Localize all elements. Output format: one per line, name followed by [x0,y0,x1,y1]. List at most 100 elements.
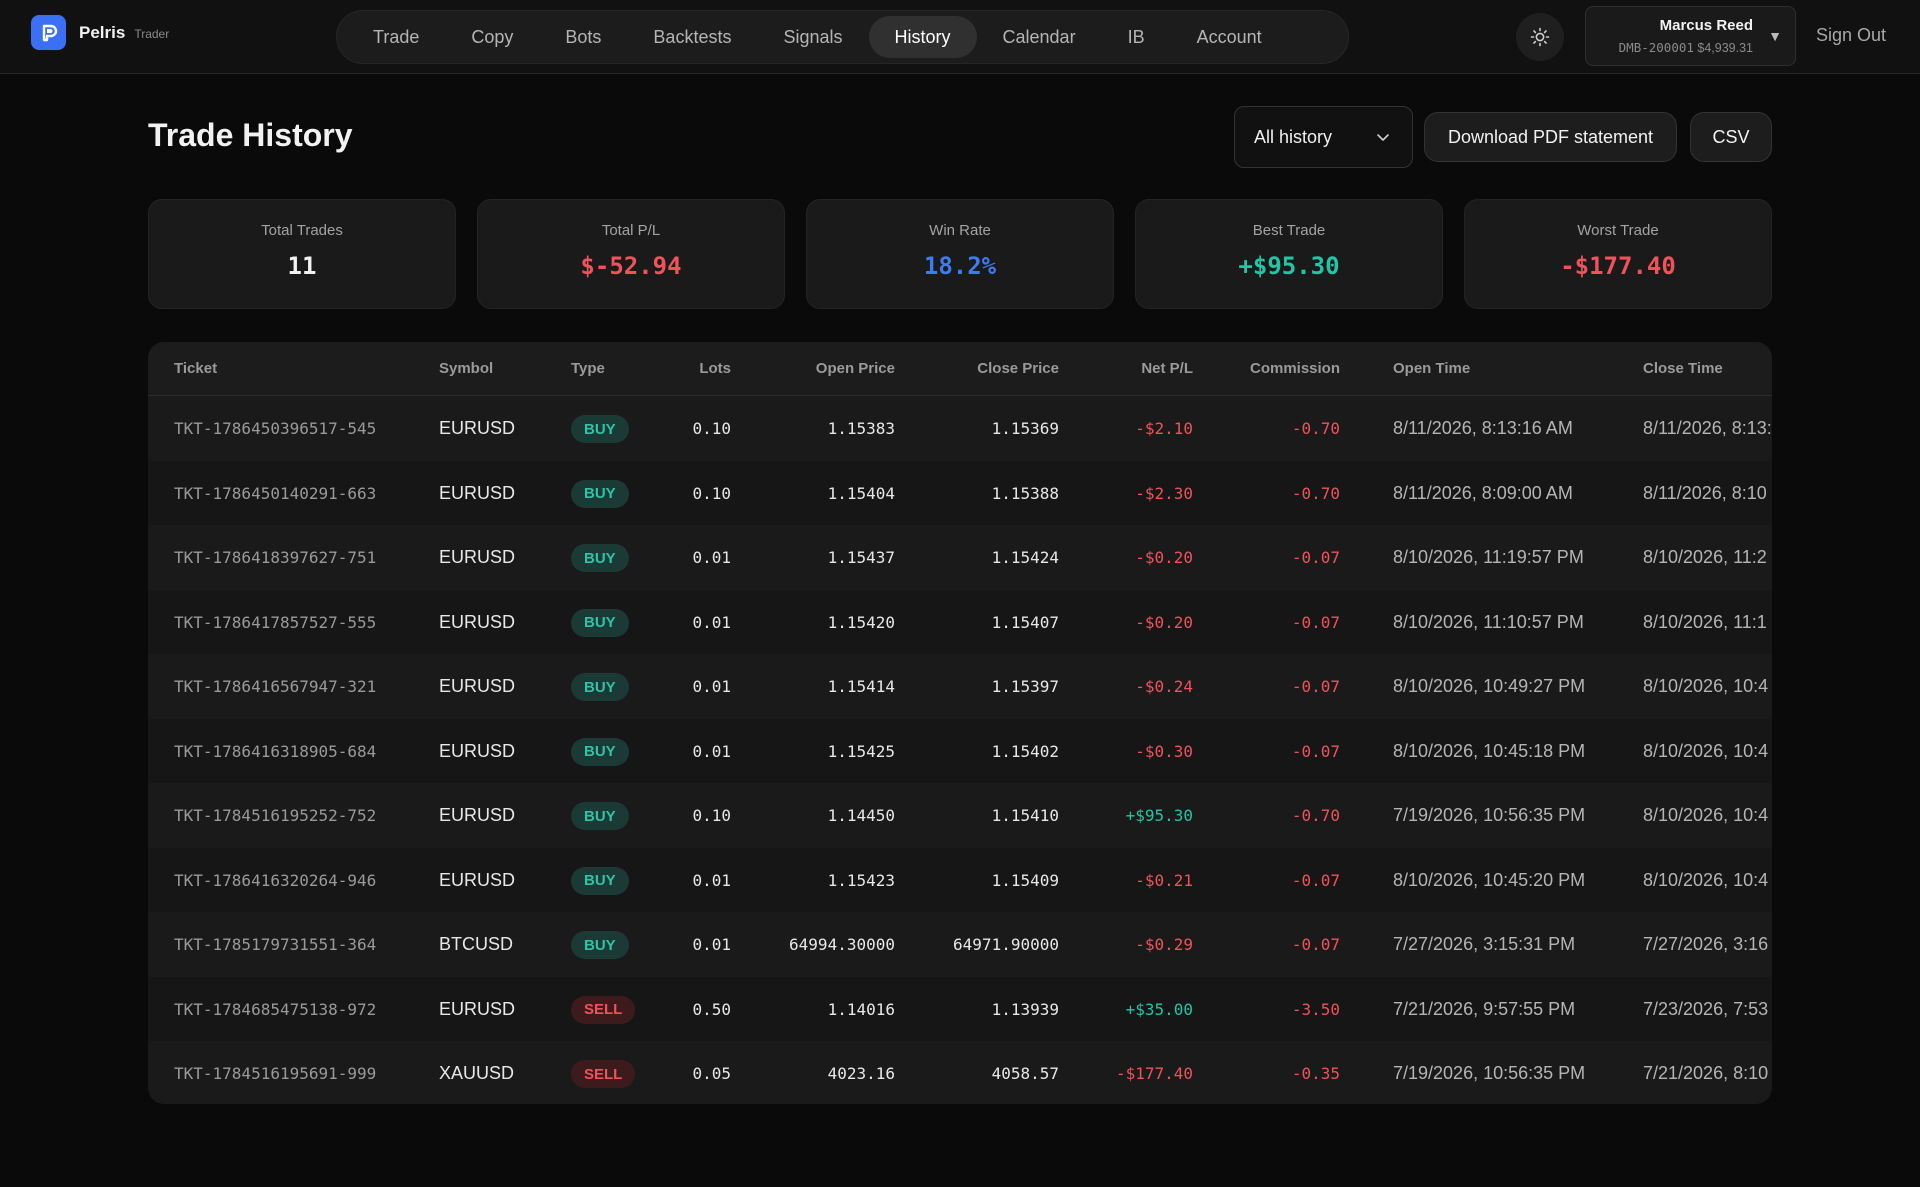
cell-ticket: TKT-1786450140291-663 [174,483,377,503]
table-row[interactable]: TKT-1784685475138-972 EURUSD SELL 0.50 1.140… [148,976,1772,1041]
cell-close-time: 8/10/2026, 10:4 [1643,740,1769,761]
table-row[interactable]: TKT-1786416320264-946 EURUSD BUY 0.01 1.1542… [148,847,1772,912]
nav-tab-signals[interactable]: Signals [783,26,843,47]
cell-close-price: 1.15402 [991,741,1059,761]
cell-open-time: 8/10/2026, 10:45:20 PM [1393,869,1586,890]
cell-open-price: 64994.30000 [789,935,895,954]
cell-symbol: EURUSD [439,418,516,438]
brand-subtitle: Trader [134,26,170,41]
nav-tab-account[interactable]: Account [1196,26,1262,47]
column-header-lots[interactable]: Lots [699,360,731,377]
column-header-open-price[interactable]: Open Price [815,360,895,377]
cell-commission: -0.07 [1291,677,1340,696]
nav-tab-copy[interactable]: Copy [471,26,514,47]
cell-lots: 0.01 [692,935,731,954]
nav-tab-bots[interactable]: Bots [565,26,602,47]
table-row[interactable]: TKT-1784516195252-752 EURUSD BUY 0.10 1.1445… [148,783,1772,848]
download-pdf-button[interactable]: Download PDF statement [1424,112,1677,162]
cell-commission: -0.70 [1291,483,1340,503]
table-row[interactable]: TKT-1786416567947-321 EURUSD BUY 0.01 1.1541… [148,654,1772,719]
column-header-open-time[interactable]: Open Time [1393,360,1471,377]
column-header-net-p-l[interactable]: Net P/L [1141,360,1193,377]
trade-type-badge: BUY [571,544,629,572]
table-row[interactable]: TKT-1786418397627-751 EURUSD BUY 0.01 1.1543… [148,525,1772,590]
stat-card: Total P/L $-52.94 [477,199,785,309]
table-row[interactable]: TKT-1786417857527-555 EURUSD BUY 0.01 1.1542… [148,589,1772,654]
cell-net-pl: +$95.30 [1125,806,1193,825]
brand[interactable]: Pelris Trader [31,15,169,50]
cell-lots: 0.50 [692,999,731,1019]
account-balance: $4,939.31 [1697,41,1753,55]
trade-type-badge: BUY [571,866,629,895]
table-row[interactable]: TKT-1784516195691-999 XAUUSD SELL 0.05 4023.… [148,1041,1772,1104]
main-nav: Trade Copy Bots Backtests Signals History Cale… [336,10,1349,64]
sign-out-link[interactable]: Sign Out [1816,25,1887,45]
cell-symbol: EURUSD [439,676,516,696]
cell-open-price: 1.14016 [827,999,895,1019]
cell-commission: -0.07 [1291,870,1340,890]
sun-icon [1530,27,1550,47]
cell-close-price: 1.15424 [991,548,1059,567]
cell-open-price: 1.15437 [827,548,895,567]
page-title: Trade History [148,117,353,153]
cell-net-pl: -$0.21 [1135,870,1193,890]
cell-ticket: TKT-1786416320264-946 [174,870,377,890]
nav-tab-calendar[interactable]: Calendar [1002,26,1076,47]
stat-label: Best Trade [1252,222,1326,239]
cell-close-time: 7/23/2026, 7:53 [1643,998,1769,1019]
cell-open-price: 1.14450 [827,806,895,825]
account-summary: DMB-200001 $4,939.31 [1619,40,1753,55]
column-header-close-time[interactable]: Close Time [1643,360,1723,377]
cell-close-price: 1.15397 [991,677,1059,696]
cell-ticket: TKT-1786416567947-321 [174,677,377,696]
account-switcher[interactable]: Marcus Reed DMB-200001 $4,939.31 ▼ [1585,6,1796,66]
column-header-commission[interactable]: Commission [1249,360,1340,377]
csv-button[interactable]: CSV [1690,112,1772,162]
cell-ticket: TKT-1786416318905-684 [174,741,377,761]
cell-commission: -0.07 [1291,935,1340,954]
cell-open-time: 7/19/2026, 10:56:35 PM [1393,1063,1586,1083]
nav-tab-backtests[interactable]: Backtests [653,26,732,47]
cell-open-time: 8/10/2026, 11:10:57 PM [1393,611,1584,632]
nav-tab-ib[interactable]: IB [1127,26,1145,47]
cell-symbol: EURUSD [439,611,516,632]
cell-close-time: 8/10/2026, 10:4 [1643,869,1769,890]
trade-type-badge: BUY [571,737,629,766]
trade-type-badge: BUY [571,673,629,701]
table-row[interactable]: TKT-1786450396517-545 EURUSD BUY 0.10 1.1538… [148,396,1772,461]
theme-toggle-button[interactable] [1516,13,1564,61]
cell-commission: -0.07 [1291,741,1340,761]
history-filter-select[interactable]: All history [1234,106,1413,168]
cell-lots: 0.01 [692,612,731,632]
cell-open-price: 4023.16 [827,1064,895,1083]
cell-commission: -3.50 [1291,999,1340,1019]
cell-open-price: 1.15404 [827,483,895,503]
cell-commission: -0.70 [1291,419,1340,438]
column-header-close-price[interactable]: Close Price [977,360,1059,377]
cell-open-time: 7/21/2026, 9:57:55 PM [1393,998,1576,1019]
table-row[interactable]: TKT-1785179731551-364 BTCUSD BUY 0.01 64994.… [148,912,1772,977]
cell-net-pl: -$0.20 [1135,612,1193,632]
column-header-type[interactable]: Type [571,360,605,377]
cell-ticket: TKT-1784516195691-999 [174,1064,377,1083]
stat-label: Win Rate [929,222,991,239]
column-header-ticket[interactable]: Ticket [174,360,218,377]
cell-lots: 0.01 [692,548,731,567]
cell-open-time: 7/27/2026, 3:15:31 PM [1393,934,1576,954]
stat-label: Worst Trade [1577,222,1659,239]
cell-net-pl: +$35.00 [1125,999,1193,1019]
trade-type-badge: BUY [571,415,629,443]
trade-type-badge: BUY [571,931,629,959]
cell-close-price: 1.15407 [991,612,1059,632]
nav-tab-trade[interactable]: Trade [373,26,420,47]
cell-symbol: EURUSD [439,998,516,1019]
stat-card: Best Trade +$95.30 [1135,199,1443,309]
column-header-symbol[interactable]: Symbol [439,360,494,377]
nav-tab-history[interactable]: History [868,16,977,58]
table-row[interactable]: TKT-1786416318905-684 EURUSD BUY 0.01 1.1542… [148,718,1772,783]
cell-close-time: 7/27/2026, 3:16 [1643,934,1769,954]
table-row[interactable]: TKT-1786450140291-663 EURUSD BUY 0.10 1.1540… [148,460,1772,525]
cell-open-time: 8/11/2026, 8:13:16 AM [1393,418,1573,438]
stat-value: 11 [287,252,317,280]
cell-open-time: 8/10/2026, 11:19:57 PM [1393,547,1584,567]
